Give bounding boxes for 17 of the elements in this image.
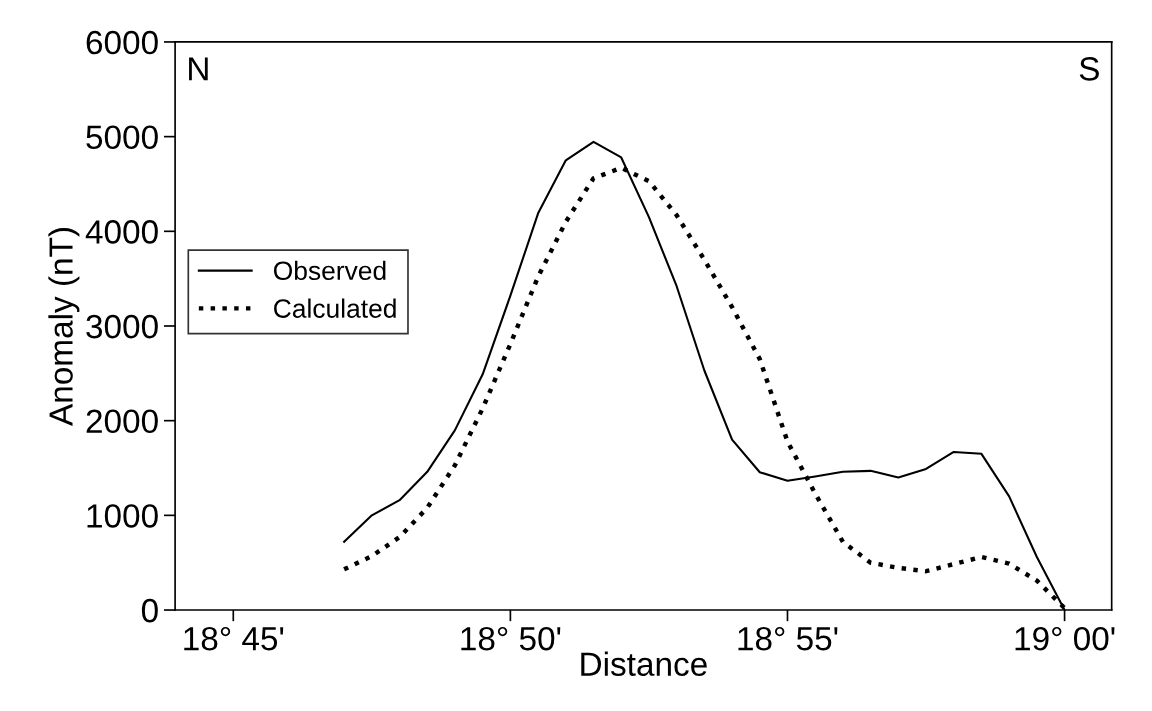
x-tick-label: 18° 55'	[738, 626, 838, 651]
y-tick-label: 3000	[86, 314, 158, 339]
x-axis-title: Distance	[581, 651, 707, 677]
text: N	[189, 57, 208, 81]
y-tick-label: 1000	[87, 504, 158, 528]
text: S	[1079, 57, 1099, 81]
x-tick-label: 18° 50'	[461, 626, 561, 651]
y-tick-label: 4000	[85, 220, 158, 244]
x-tick-label: 19° 00'	[1015, 626, 1115, 651]
y-tick-label: 2000	[86, 409, 158, 434]
y-tick-label: 6000	[86, 30, 158, 55]
y-tick-label: 0	[141, 598, 158, 623]
legend-label: Observed	[273, 260, 386, 281]
x-tick-label: 18° 45'	[184, 626, 284, 651]
y-axis-title: Anomaly (nT)	[48, 228, 80, 426]
y-tick-label: 5000	[86, 125, 158, 150]
legend-label: Calculated	[274, 298, 396, 318]
